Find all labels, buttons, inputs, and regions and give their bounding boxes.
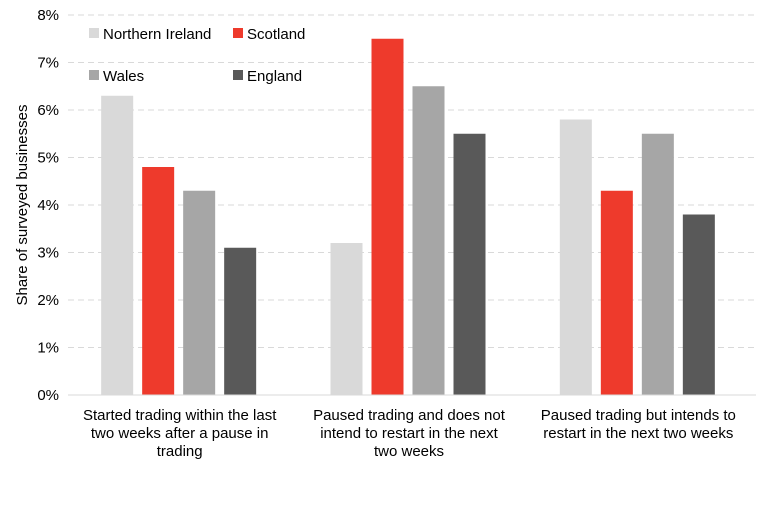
- y-axis-label: Share of surveyed businesses: [14, 105, 31, 306]
- bar-northern-ireland: [101, 95, 134, 395]
- legend: Northern Ireland Scotland Wales England: [89, 26, 305, 85]
- bar-scotland: [142, 167, 175, 395]
- y-tick-label: 3%: [37, 245, 59, 262]
- bar-wales: [183, 190, 216, 395]
- bar-england: [453, 133, 486, 395]
- bar-northern-ireland: [330, 243, 363, 395]
- bar-scotland: [600, 190, 633, 395]
- legend-swatch: [89, 70, 99, 80]
- x-category-label: Started trading within the last two weeks…: [83, 407, 277, 460]
- legend-label: Wales: [103, 68, 144, 85]
- y-tick-label: 0%: [37, 387, 59, 404]
- legend-swatch: [233, 28, 243, 38]
- gridlines: [68, 14, 756, 348]
- category-labels: Started trading within the last two weeks…: [83, 407, 736, 460]
- legend-swatch: [89, 28, 99, 38]
- bar-wales: [412, 86, 445, 395]
- y-axis-ticks: 0% 1% 2% 3% 4% 5% 6% 7% 8%: [37, 7, 59, 404]
- y-tick-label: 4%: [37, 197, 59, 214]
- x-category-label: Paused trading and does not intend to res…: [313, 407, 506, 460]
- bar-wales: [641, 133, 674, 395]
- legend-label: Scotland: [247, 26, 305, 43]
- y-tick-label: 6%: [37, 102, 59, 119]
- legend-label: England: [247, 68, 302, 85]
- bars: [101, 38, 715, 395]
- y-tick-label: 8%: [37, 7, 59, 24]
- y-tick-label: 7%: [37, 55, 59, 72]
- bar-england: [682, 214, 715, 395]
- bar-scotland: [371, 38, 404, 395]
- y-tick-label: 5%: [37, 150, 59, 167]
- y-tick-label: 2%: [37, 292, 59, 309]
- y-tick-label: 1%: [37, 340, 59, 357]
- x-category-label: Paused trading but intends to restart in …: [541, 407, 736, 442]
- bar-england: [224, 247, 257, 395]
- legend-swatch: [233, 70, 243, 80]
- legend-label: Northern Ireland: [103, 26, 211, 43]
- bar-northern-ireland: [559, 119, 592, 395]
